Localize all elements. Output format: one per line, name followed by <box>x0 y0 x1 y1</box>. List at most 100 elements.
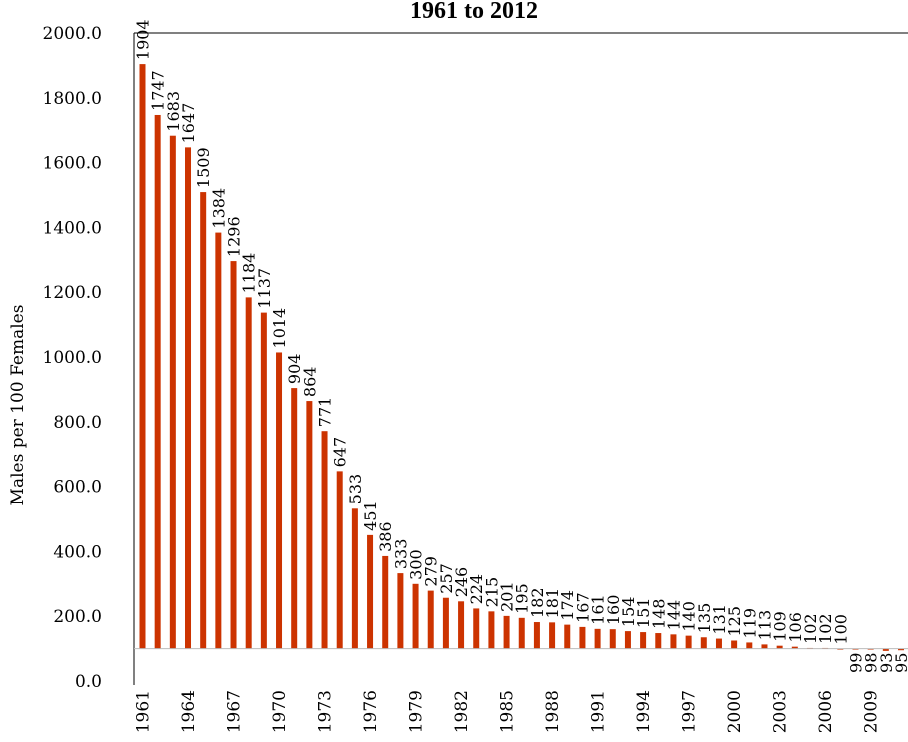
bar <box>549 622 556 649</box>
data-label: 148 <box>649 599 668 630</box>
bar <box>518 617 525 649</box>
data-label: 1647 <box>179 103 198 144</box>
x-tick-label: 1961 <box>134 690 154 733</box>
y-axis-label: Males per 100 Females <box>8 305 28 506</box>
bar <box>276 352 283 649</box>
data-label: 533 <box>346 474 365 505</box>
bar <box>154 114 161 649</box>
y-tick-label: 0.0 <box>75 672 102 692</box>
data-label: 98 <box>862 653 881 673</box>
bar <box>245 297 252 649</box>
bar <box>746 642 753 649</box>
data-label: 864 <box>300 367 319 398</box>
x-tick-label: 2006 <box>816 690 836 733</box>
bar <box>169 135 176 649</box>
x-tick-label: 1994 <box>634 690 654 733</box>
data-label: 154 <box>619 597 638 628</box>
data-label: 100 <box>831 614 850 645</box>
data-label: 1184 <box>240 253 259 294</box>
bar <box>761 644 768 649</box>
y-ticks: 0.0 200.0 400.0 600.0 800.0 1000.0 1200.0 1400.… <box>43 24 102 692</box>
bar <box>898 648 904 651</box>
data-label: 1683 <box>164 91 183 132</box>
data-label: 333 <box>391 539 410 570</box>
data-label: 93 <box>877 653 896 673</box>
bar <box>291 388 298 649</box>
data-label: 451 <box>361 500 380 531</box>
bar <box>412 583 419 649</box>
x-tick-label: 1973 <box>316 690 336 733</box>
data-label: 131 <box>710 604 729 635</box>
y-tick-label: 600.0 <box>53 478 102 498</box>
data-label: 1296 <box>225 216 244 257</box>
bar <box>230 261 237 649</box>
y-tick-label: 400.0 <box>53 542 102 562</box>
bar <box>260 312 267 649</box>
bar <box>579 626 586 649</box>
x-tick-label: 1964 <box>179 690 199 733</box>
data-label: 279 <box>422 556 441 587</box>
data-label: 181 <box>543 588 562 619</box>
data-label: 195 <box>513 583 532 614</box>
data-label: 140 <box>680 601 699 632</box>
bar <box>594 628 601 649</box>
bar <box>776 645 783 649</box>
data-label: 113 <box>755 610 774 641</box>
x-tick-label: 2009 <box>862 690 882 733</box>
data-label: 215 <box>482 577 501 608</box>
bar <box>397 573 404 649</box>
x-tick-label: 1967 <box>225 690 245 733</box>
y-tick-label: 200.0 <box>53 607 102 627</box>
data-label: 1137 <box>255 268 274 309</box>
data-label: 151 <box>634 598 653 629</box>
bar <box>473 608 480 649</box>
y-tick-label: 800.0 <box>53 413 102 433</box>
x-tick-label: 1991 <box>589 690 609 733</box>
data-label: 1384 <box>209 188 228 229</box>
bar <box>670 634 677 649</box>
y-tick-label: 1400.0 <box>43 218 102 238</box>
x-tick-label: 1970 <box>270 690 290 733</box>
bar <box>382 555 389 649</box>
y-tick-label: 1600.0 <box>43 154 102 174</box>
bar <box>655 633 662 649</box>
bar <box>700 637 707 649</box>
data-label: 246 <box>452 567 471 598</box>
data-label: 1014 <box>270 308 289 349</box>
data-label: 386 <box>376 521 395 552</box>
bar <box>609 629 616 649</box>
bar <box>351 508 358 649</box>
bar <box>215 232 222 649</box>
bars <box>139 64 904 651</box>
data-label: 106 <box>786 612 805 643</box>
bar <box>624 631 631 649</box>
bar <box>367 534 374 649</box>
bar <box>640 632 647 649</box>
bar <box>427 590 434 649</box>
y-tick-label: 2000.0 <box>43 24 102 44</box>
bar <box>458 601 465 649</box>
bar <box>488 611 495 649</box>
x-tick-label: 1982 <box>452 690 472 733</box>
bar <box>185 147 192 649</box>
bar <box>139 64 146 649</box>
bar <box>685 635 692 649</box>
y-tick-label: 1200.0 <box>43 283 102 303</box>
bar <box>533 622 540 649</box>
data-label: 257 <box>437 563 456 594</box>
x-tick-label: 1988 <box>543 690 563 733</box>
bar <box>791 646 798 649</box>
data-label: 160 <box>604 595 623 626</box>
data-label: 1904 <box>134 19 153 60</box>
x-ticks: 1961 1964 1967 1970 1973 1976 1979 1982 1985 1988… <box>134 690 908 733</box>
data-label: 771 <box>316 397 335 428</box>
data-label: 95 <box>892 653 908 673</box>
y-tick-label: 1800.0 <box>43 89 102 109</box>
data-label: 174 <box>558 590 577 621</box>
data-label: 224 <box>467 574 486 605</box>
bar <box>306 401 313 649</box>
data-label: 161 <box>589 594 608 625</box>
data-label: 904 <box>285 354 304 385</box>
data-label: 125 <box>725 606 744 637</box>
